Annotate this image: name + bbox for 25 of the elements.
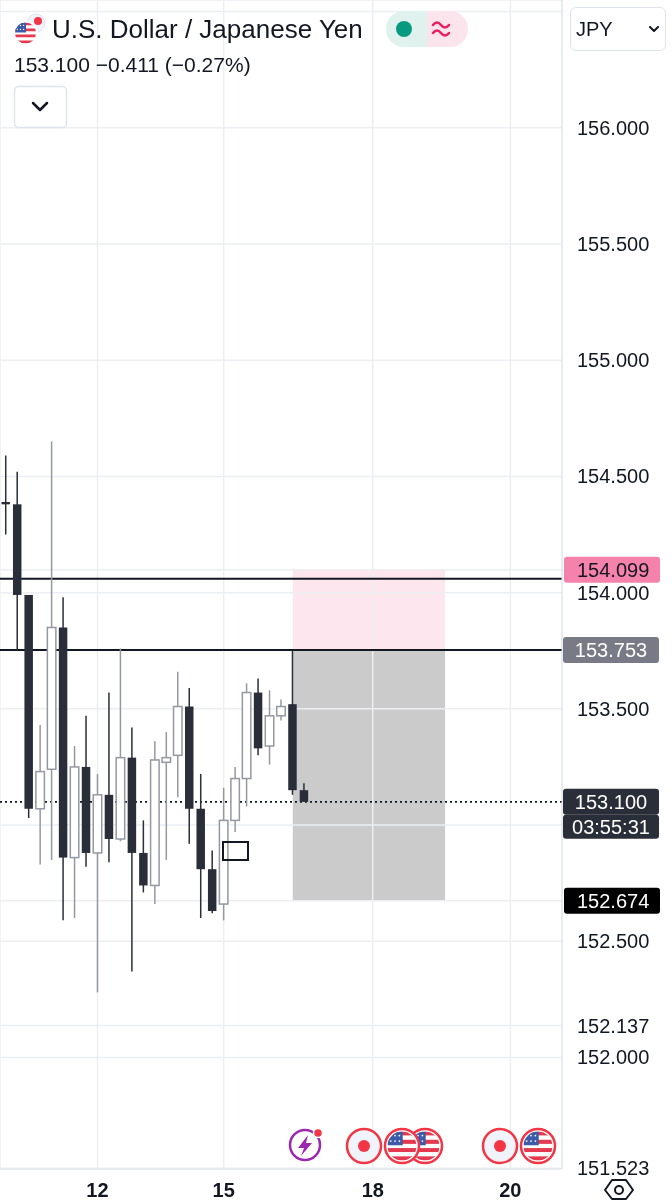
y-tick-label: 152.674 <box>577 889 650 912</box>
ref-line-label: 153.100 <box>574 790 648 813</box>
x-tick-label: 12 <box>86 1179 109 1200</box>
y-tick-label: 155.500 <box>577 233 650 256</box>
y-tick-label: 154.099 <box>577 558 650 581</box>
y-tick-label: 155.000 <box>577 349 650 372</box>
candlestick <box>1 454 10 536</box>
y-tick-label: 156.000 <box>577 116 650 139</box>
y-tick-label: 153.500 <box>577 697 650 720</box>
y-tick-label: 154.000 <box>577 581 650 604</box>
text: 153.100 −0.411 (−0.27%) <box>14 53 251 77</box>
y-axis-title: JPY <box>576 18 613 40</box>
y-tick-label: 152.000 <box>577 1046 650 1069</box>
y-tick-label: 152.137 <box>577 1014 650 1037</box>
x-tick-label: 20 <box>499 1179 522 1200</box>
x-tick-label: 18 <box>361 1179 384 1200</box>
ref-line-label: 153.753 <box>574 639 648 662</box>
x-tick-label: 15 <box>212 1179 235 1200</box>
text: U.S. Dollar / Japanese Yen <box>52 14 363 44</box>
y-tick-label: 151.523 <box>577 1157 650 1180</box>
candlestick <box>299 782 309 803</box>
y-tick-label: 152.500 <box>577 930 650 953</box>
y-tick-label: 154.500 <box>577 465 650 488</box>
text: 03:55:31 <box>572 815 650 838</box>
dropdown-field: JPY <box>570 7 666 51</box>
